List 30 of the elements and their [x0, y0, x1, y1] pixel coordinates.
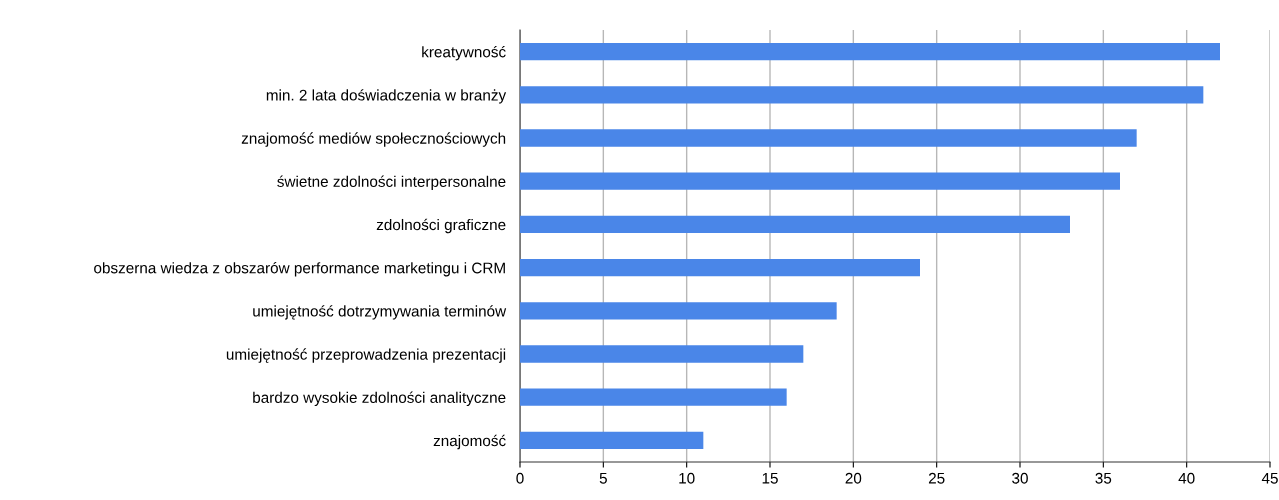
- bar: [520, 129, 1137, 147]
- y-tick-label: znajomość: [433, 434, 506, 450]
- y-tick-label: świetne zdolności interpersonalne: [277, 175, 506, 190]
- y-tick-label: znajomość mediów społecznościowych: [241, 132, 506, 147]
- x-tick-label: 40: [1178, 472, 1195, 484]
- x-tick-label: 25: [928, 472, 945, 484]
- bar: [520, 345, 804, 363]
- bar: [520, 42, 1220, 61]
- bar: [520, 258, 920, 277]
- bar: [520, 388, 787, 406]
- y-tick-label: obszerna wiedza z obszarów performance marketingu i CRM: [94, 261, 505, 277]
- y-tick-label: zdolności graficzne: [376, 218, 506, 234]
- x-tick-label: 35: [1095, 472, 1112, 484]
- bar: [520, 86, 1204, 104]
- x-tick-label: 45: [1261, 472, 1278, 484]
- x-tick-label: 20: [845, 472, 862, 484]
- y-tick-label: min. 2 lata doświadczenia w branży: [266, 89, 507, 104]
- y-tick-label: umiejętność przeprowadzenia prezentacji: [226, 348, 506, 363]
- y-tick-label: bardzo wysokie zdolności analityczne: [253, 391, 506, 406]
- y-tick-label: kreatywność: [422, 45, 506, 61]
- bar: [520, 302, 837, 320]
- x-tick-label: 0: [516, 472, 524, 484]
- x-tick-label: 30: [1012, 472, 1028, 484]
- bar: [520, 431, 704, 450]
- x-tick-label: 15: [762, 472, 778, 484]
- bar: [520, 215, 1070, 234]
- x-tick-label: 10: [679, 472, 695, 484]
- x-tick-label: 5: [599, 472, 607, 484]
- bar: [520, 172, 1120, 190]
- y-tick-label: umiejętność dotrzymywania terminów: [253, 305, 507, 320]
